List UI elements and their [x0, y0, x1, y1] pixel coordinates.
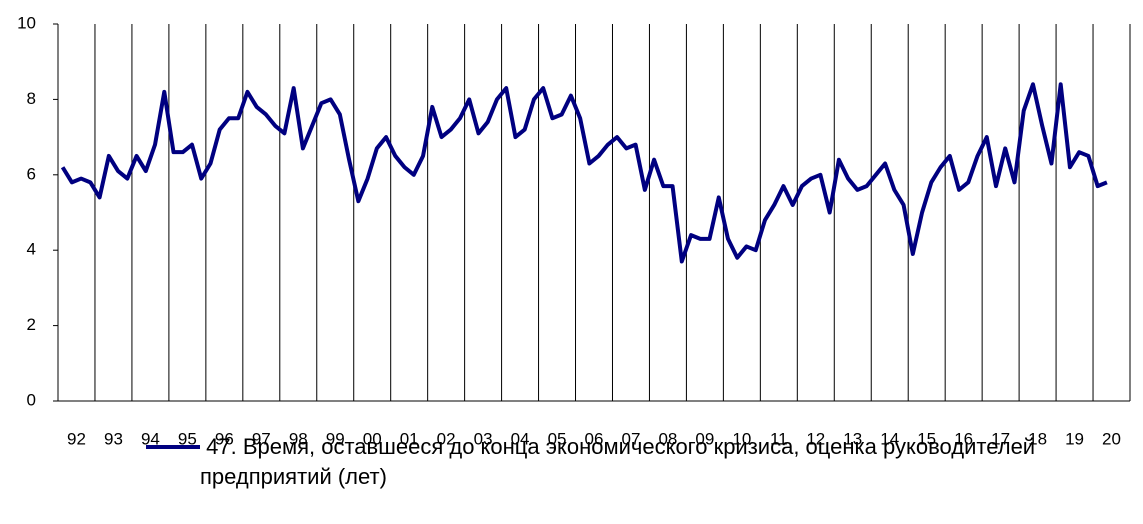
y-tick-label: 6: [27, 164, 36, 183]
x-tick-label: 95: [178, 429, 197, 448]
x-tick-label: 07: [622, 429, 641, 448]
x-tick-label: 14: [880, 429, 899, 448]
x-tick-label: 98: [289, 429, 308, 448]
y-tick-label: 10: [17, 13, 36, 32]
x-tick-label: 99: [326, 429, 345, 448]
x-tick-label: 15: [917, 429, 936, 448]
series-line: [60, 82, 1108, 264]
x-tick-label: 17: [991, 429, 1010, 448]
x-tick-label: 18: [1028, 429, 1047, 448]
x-tick-label: 94: [141, 429, 160, 448]
x-tick-label: 19: [1065, 429, 1084, 448]
x-tick-label: 04: [511, 429, 530, 448]
y-tick-label: 0: [27, 390, 36, 409]
x-tick-label: 96: [215, 429, 234, 448]
x-tick-label: 05: [548, 429, 567, 448]
x-tick-label: 20: [1102, 429, 1121, 448]
y-tick-label: 2: [27, 315, 36, 334]
x-tick-label: 02: [437, 429, 456, 448]
x-tick-label: 03: [474, 429, 493, 448]
x-tick-label: 00: [363, 429, 382, 448]
x-tick-label: 11: [770, 429, 788, 448]
y-tick-label: 8: [27, 89, 36, 108]
x-tick-label: 97: [252, 429, 271, 448]
x-tick-label: 08: [658, 429, 677, 448]
x-tick-label: 09: [695, 429, 714, 448]
x-tick-label: 16: [954, 429, 973, 448]
x-tick-label: 93: [104, 429, 123, 448]
x-tick-label: 06: [585, 429, 604, 448]
x-tick-label: 92: [67, 429, 86, 448]
x-tick-label: 13: [843, 429, 862, 448]
legend-label: 47. Время, оставшееся до конца экономиче…: [200, 434, 1042, 489]
y-tick-label: 4: [27, 240, 36, 259]
x-tick-label: 01: [400, 429, 419, 448]
x-tick-label: 12: [806, 429, 825, 448]
x-tick-label: 10: [732, 429, 751, 448]
